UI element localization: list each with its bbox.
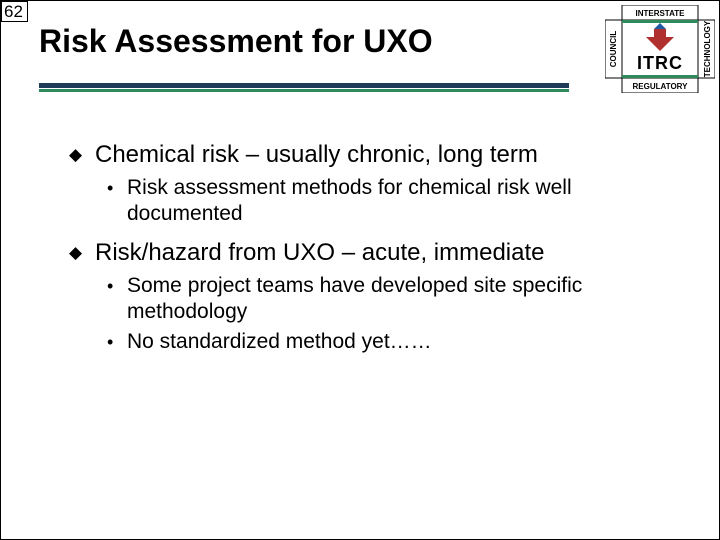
bullet-l2: • Risk assessment methods for chemical r… xyxy=(107,175,659,227)
logo-left-text: COUNCIL xyxy=(609,31,618,68)
bullet-text: Risk assessment methods for chemical ris… xyxy=(127,175,659,227)
dot-bullet-icon: • xyxy=(107,273,127,299)
content-area: ◆ Chemical risk – usually chronic, long … xyxy=(69,141,659,359)
logo-top-text: INTERSTATE xyxy=(635,9,685,18)
slide-title: Risk Assessment for UXO xyxy=(39,23,433,60)
dot-bullet-icon: • xyxy=(107,175,127,201)
bullet-l2: • Some project teams have developed site… xyxy=(107,273,659,325)
itrc-logo: INTERSTATE REGULATORY COUNCIL TECHNOLOGY… xyxy=(605,5,715,93)
diamond-bullet-icon: ◆ xyxy=(69,239,95,267)
slide: 62 Risk Assessment for UXO INTERSTATE RE… xyxy=(0,0,720,540)
bullet-l1: ◆ Chemical risk – usually chronic, long … xyxy=(69,141,659,169)
bullet-text: Risk/hazard from UXO – acute, immediate xyxy=(95,239,545,267)
logo-right-text: TECHNOLOGY xyxy=(703,20,712,77)
dot-bullet-icon: • xyxy=(107,329,127,355)
logo-center-text: ITRC xyxy=(637,53,683,73)
logo-bottom-text: REGULATORY xyxy=(633,82,689,91)
diamond-bullet-icon: ◆ xyxy=(69,141,95,169)
title-rule-dark xyxy=(39,83,569,88)
title-rule-green xyxy=(39,89,569,92)
bullet-text: No standardized method yet…… xyxy=(127,329,432,355)
spacer xyxy=(69,231,659,239)
bullet-text: Chemical risk – usually chronic, long te… xyxy=(95,141,538,169)
page-number: 62 xyxy=(1,1,28,22)
bullet-l2: • No standardized method yet…… xyxy=(107,329,659,355)
bullet-l1: ◆ Risk/hazard from UXO – acute, immediat… xyxy=(69,239,659,267)
bullet-text: Some project teams have developed site s… xyxy=(127,273,659,325)
